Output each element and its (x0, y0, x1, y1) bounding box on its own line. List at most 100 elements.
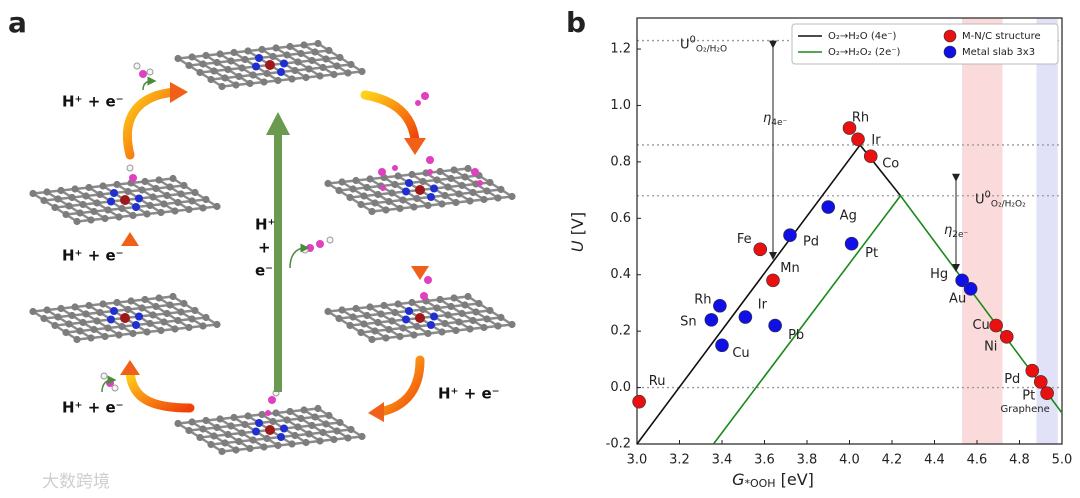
carbon (118, 322, 126, 331)
step-label: H⁺ + e⁻ (438, 385, 500, 403)
carbon (371, 327, 379, 335)
point-label: Hg (930, 267, 948, 282)
y-tick-label: 0.4 (610, 267, 631, 282)
point (821, 200, 836, 214)
carbon (113, 180, 121, 189)
carbon (157, 208, 165, 217)
carbon (57, 304, 65, 313)
legend-label: O₂→H₂O (4e⁻) (828, 31, 897, 42)
carbon (377, 310, 385, 318)
carbon (366, 303, 374, 311)
annotation-sub: 4e⁻ (771, 118, 787, 128)
point-label: Rh (852, 111, 869, 126)
hydrogen (111, 384, 119, 392)
annotation-base: U (680, 37, 690, 52)
x-tick-label: 3.8 (797, 453, 818, 468)
carbon (207, 440, 215, 449)
carbon (486, 306, 494, 315)
nitrogen (252, 427, 260, 436)
point-label: Rh (694, 292, 711, 307)
carbon (118, 204, 126, 213)
carbon (90, 325, 98, 334)
small-arrow (289, 243, 310, 269)
carbon (163, 191, 171, 200)
x-tick-label: 4.6 (967, 453, 988, 468)
carbon (346, 321, 354, 330)
carbon (324, 179, 332, 188)
carbon (336, 53, 344, 62)
carbon (152, 184, 160, 193)
x-tick-label: 4.2 (882, 453, 903, 468)
point-label: Ir (871, 133, 881, 148)
metal (120, 313, 130, 323)
nitrogen (430, 184, 438, 193)
carbon (76, 209, 84, 217)
y-tick-label: 0.8 (610, 154, 631, 169)
legend-swatch (943, 45, 957, 59)
carbon (391, 180, 399, 189)
carbon (82, 192, 90, 200)
carbon (149, 311, 157, 319)
carbon (508, 192, 516, 201)
carbon (357, 200, 365, 209)
carbon (213, 58, 221, 67)
nitrogen (255, 419, 263, 427)
carbon (51, 321, 59, 330)
carbon (358, 67, 366, 76)
carbon (455, 190, 463, 198)
carbon (436, 167, 444, 176)
carbon (382, 206, 390, 214)
carbon (424, 201, 432, 210)
carbon (480, 323, 488, 332)
point-label: Cu (972, 318, 989, 333)
cycle-arrows (122, 87, 425, 417)
carbon (73, 217, 81, 226)
carbon (302, 438, 310, 447)
carbon (221, 74, 229, 82)
adsorbate (139, 70, 147, 78)
carbon (452, 326, 460, 335)
carbon (330, 435, 338, 444)
carbon (68, 193, 76, 202)
carbon (349, 185, 357, 193)
carbon (472, 308, 480, 316)
step-label: H⁺ + e⁻ (62, 247, 124, 265)
carbon (129, 211, 137, 220)
carbon (177, 308, 185, 316)
carbon (357, 328, 365, 337)
carbon (388, 189, 396, 197)
annotation: η4e⁻ (763, 111, 788, 128)
carbon (368, 207, 376, 216)
carbon (274, 441, 282, 450)
carbon (113, 298, 121, 307)
carbon (96, 308, 104, 317)
carbon (391, 308, 399, 317)
legend-label: Metal slab 3x3 (962, 47, 1035, 58)
carbon (494, 322, 502, 330)
arrow-head (404, 138, 426, 155)
adsorbate (316, 240, 324, 248)
carbon (65, 320, 73, 328)
carbon (466, 197, 474, 205)
hydrogen (133, 62, 141, 70)
carbon (316, 72, 324, 80)
carbon (450, 294, 458, 302)
legend-label: O₂→H₂O₂ (2e⁻) (828, 47, 901, 58)
carbon (185, 205, 193, 214)
point (851, 132, 865, 147)
carbon (166, 301, 174, 309)
carbon (57, 186, 65, 195)
carbon (394, 300, 402, 308)
carbon (258, 410, 266, 419)
carbon (363, 311, 371, 320)
carbon (124, 187, 132, 196)
carbon (177, 190, 185, 198)
carbon (385, 197, 393, 206)
nitrogen (405, 307, 413, 315)
carbon (213, 423, 221, 432)
carbon (441, 191, 449, 200)
carbon (227, 422, 235, 430)
carbon (338, 178, 346, 186)
carbon (314, 404, 322, 413)
carbon (346, 193, 354, 202)
